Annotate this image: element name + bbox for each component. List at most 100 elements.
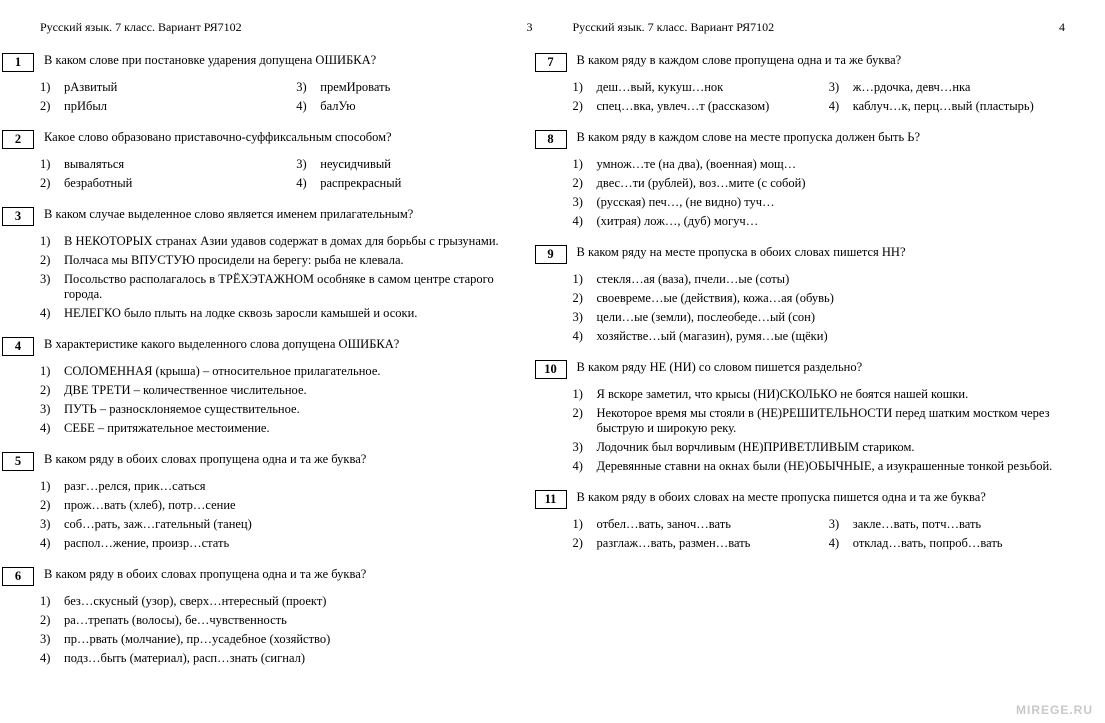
option-text: пр…рвать (молчание), пр…усадебное (хозяй… (64, 632, 533, 647)
option-text: соб…рать, заж…гательный (танец) (64, 517, 533, 532)
option-number: 3) (296, 157, 314, 172)
question-head: 8В каком ряду в каждом слове на месте пр… (573, 130, 1066, 149)
question: 11В каком ряду в обоих словах на месте п… (535, 490, 1066, 551)
option: 4)каблуч…к, перц…вый (пластырь) (829, 99, 1065, 114)
questions-right: 7В каком ряду в каждом слове пропущена о… (573, 53, 1066, 551)
option: 4) распрекрасный (296, 176, 532, 191)
option: 4)НЕЛЕГКО было плыть на лодке сквозь зар… (40, 306, 533, 321)
question-head: 11В каком ряду в обоих словах на месте п… (573, 490, 1066, 509)
question-text: Какое слово образовано приставочно-суффи… (44, 130, 533, 145)
doc-title: Русский язык. 7 класс. Вариант РЯ7102 (40, 20, 242, 35)
option-text: ДВЕ ТРЕТИ – количественное числительное. (64, 383, 533, 398)
option-text: балУю (320, 99, 532, 114)
question-head: 7В каком ряду в каждом слове пропущена о… (573, 53, 1066, 72)
option-text: Полчаса мы ВПУСТУЮ просидели на берегу: … (64, 253, 533, 268)
option-text: рАзвитый (64, 80, 276, 95)
question-head: 4В характеристике какого выделенного сло… (40, 337, 533, 356)
option-text: (хитрая) лож…, (дуб) могуч… (597, 214, 1066, 229)
option: 3) (русская) печ…, (не видно) туч… (573, 195, 1066, 210)
option-number: 2) (573, 176, 591, 191)
option-text: Посольство располагалось в ТРЁХЭТАЖНОМ о… (64, 272, 533, 302)
question-number: 1 (2, 53, 34, 72)
option-text: СЕБЕ – притяжательное местоимение. (64, 421, 533, 436)
option-number: 3) (40, 402, 58, 417)
option-list: 1)рАзвитый3)премИровать2)прИбыл4)балУю (40, 80, 533, 114)
option-number: 1) (40, 80, 58, 95)
option-text: Лодочник был ворчливым (НЕ)ПРИВЕТЛИВЫМ с… (597, 440, 1066, 455)
option-number: 1) (573, 157, 591, 172)
option-text: отклад…вать, попроб…вать (853, 536, 1065, 551)
question-text: В каком ряду НЕ (НИ) со словом пишется р… (577, 360, 1066, 375)
option: 2)разглаж…вать, размен…вать (573, 536, 809, 551)
question: 9В каком ряду на месте пропуска в обоих … (535, 245, 1066, 344)
question-number: 3 (2, 207, 34, 226)
option: 2)прИбыл (40, 99, 276, 114)
option: 3)соб…рать, заж…гательный (танец) (40, 517, 533, 532)
option-number: 2) (40, 253, 58, 268)
question-number: 8 (535, 130, 567, 149)
question-number: 7 (535, 53, 567, 72)
option: 1) без…скусный (узор), сверх…нтересный (п… (40, 594, 533, 609)
option-text: двес…ти (рублей), воз…мите (с собой) (597, 176, 1066, 191)
pages-container: Русский язык. 7 класс. Вариант РЯ7102 3 … (40, 20, 1065, 682)
option-text: без…скусный (узор), сверх…нтересный (про… (64, 594, 533, 609)
option-number: 4) (829, 99, 847, 114)
page-right: Русский язык. 7 класс. Вариант РЯ7102 4 … (573, 20, 1066, 567)
option-number: 4) (296, 99, 314, 114)
option-number: 1) (573, 80, 591, 95)
question-head: 1В каком слове при постановке ударения д… (40, 53, 533, 72)
option-number: 2) (40, 383, 58, 398)
option-number: 3) (40, 272, 58, 287)
question: 7В каком ряду в каждом слове пропущена о… (535, 53, 1066, 114)
doc-title: Русский язык. 7 класс. Вариант РЯ7102 (573, 20, 775, 35)
option: 4)(хитрая) лож…, (дуб) могуч… (573, 214, 1066, 229)
option-text: Некоторое время мы стояли в (НЕ)РЕШИТЕЛЬ… (597, 406, 1066, 436)
option-list: 1)вываляться3)неусидчивый2)безработный4)… (40, 157, 533, 191)
option-text: своевреме…ые (действия), кожа…ая (обувь) (597, 291, 1066, 306)
option: 2) Полчаса мы ВПУСТУЮ просидели на берегу… (40, 253, 533, 268)
option-number: 1) (40, 594, 58, 609)
option-list: 1)разг…релся, прик…саться2)прож…вать (хл… (40, 479, 533, 551)
question: 3В каком случае выделенное слово являетс… (2, 207, 533, 321)
question-text: В каком ряду на месте пропуска в обоих с… (577, 245, 1066, 260)
option-text: отбел…вать, заноч…вать (597, 517, 809, 532)
option-text: спец…вка, увлеч…т (рассказом) (597, 99, 809, 114)
option: 1) В НЕКОТОРЫХ странах Азии удавов содерж… (40, 234, 533, 249)
option-text: распол…жение, произр…стать (64, 536, 533, 551)
option: 1) рАзвитый (40, 80, 276, 95)
question: 5В каком ряду в обоих словах пропущена о… (2, 452, 533, 551)
option-text: (русская) печ…, (не видно) туч… (597, 195, 1066, 210)
option-text: прИбыл (64, 99, 276, 114)
page-header-right: Русский язык. 7 класс. Вариант РЯ7102 4 (573, 20, 1066, 35)
page-left: Русский язык. 7 класс. Вариант РЯ7102 3 … (40, 20, 533, 682)
option-list: 1)отбел…вать, заноч…вать3)закле…вать, по… (573, 517, 1066, 551)
option-text: НЕЛЕГКО было плыть на лодке сквозь зарос… (64, 306, 533, 321)
option: 3) ж…рдочка, девч…нка (829, 80, 1065, 95)
option-text: ра…трепать (волосы), бе…чувственность (64, 613, 533, 628)
option-text: распрекрасный (320, 176, 532, 191)
question: 6В каком ряду в обоих словах пропущена о… (2, 567, 533, 666)
option: 1) умнож…те (на два), (военная) мощ… (573, 157, 1066, 172)
question-text: В каком слове при постановке ударения до… (44, 53, 533, 68)
question-head: 3В каком случае выделенное слово являетс… (40, 207, 533, 226)
option-number: 1) (40, 234, 58, 249)
option-number: 3) (573, 195, 591, 210)
option-text: стекля…ая (ваза), пчели…ые (соты) (597, 272, 1066, 287)
question-number: 5 (2, 452, 34, 471)
option-number: 3) (829, 80, 847, 95)
question-number: 2 (2, 130, 34, 149)
option-number: 4) (296, 176, 314, 191)
question-head: 2Какое слово образовано приставочно-суфф… (40, 130, 533, 149)
option-text: В НЕКОТОРЫХ странах Азии удавов содержат… (64, 234, 533, 249)
question-number: 4 (2, 337, 34, 356)
option-text: ж…рдочка, девч…нка (853, 80, 1065, 95)
option-number: 3) (40, 632, 58, 647)
option: 3)неусидчивый (296, 157, 532, 172)
option-text: прож…вать (хлеб), потр…сение (64, 498, 533, 513)
option: 3)ПУТЬ – разносклоняемое существительное… (40, 402, 533, 417)
option: 1)разг…релся, прик…саться (40, 479, 533, 494)
option: 2)своевреме…ые (действия), кожа…ая (обув… (573, 291, 1066, 306)
option-text: умнож…те (на два), (военная) мощ… (597, 157, 1066, 172)
option-number: 3) (829, 517, 847, 532)
option-number: 4) (573, 329, 591, 344)
